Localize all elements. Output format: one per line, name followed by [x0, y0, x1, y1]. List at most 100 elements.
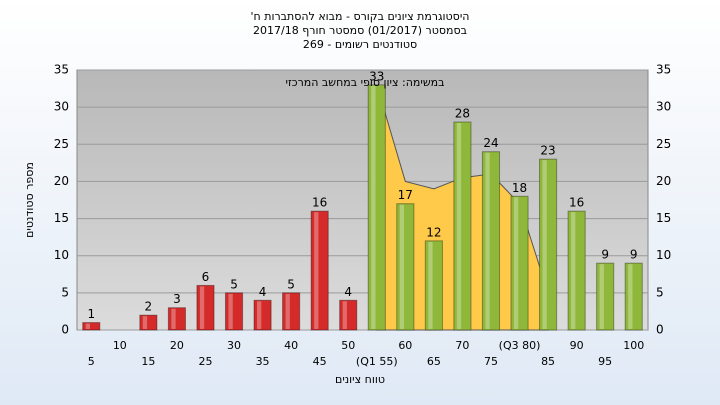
bar-highlight [171, 308, 176, 329]
bar-highlight [257, 301, 262, 329]
data-label: 1 [87, 307, 95, 321]
annotation: במשימה: ציון סופי במחשב המרכזי [285, 76, 444, 89]
y2-tick-label: 10 [656, 248, 671, 262]
chart-title: היסטוגרמת ציונים בקורס - מבוא להסתברות ח… [251, 10, 470, 23]
x-tick-label: 100 [623, 339, 644, 352]
bar-highlight [314, 212, 319, 329]
y-tick-label: 0 [61, 323, 69, 337]
data-label: 18 [512, 181, 527, 195]
bar-highlight [599, 264, 604, 329]
y-tick-label: 30 [54, 100, 69, 114]
bar [567, 210, 586, 331]
bar [139, 314, 158, 331]
bar-highlight [285, 293, 290, 329]
bar [224, 292, 244, 331]
bar-highlight [628, 264, 633, 329]
y2-tick-label: 0 [656, 323, 664, 337]
y2-tick-label: 25 [656, 137, 671, 151]
data-label: 2 [145, 300, 153, 314]
data-label: 16 [569, 196, 584, 210]
bar [624, 262, 643, 331]
bar-highlight [342, 301, 347, 329]
bar-highlight [485, 152, 490, 329]
x-axis-title: טווח ציונים [335, 373, 385, 386]
bar [282, 292, 301, 331]
x-tick-label: 15 [141, 355, 155, 368]
bar-highlight [199, 286, 205, 329]
bar-highlight [142, 316, 148, 329]
bar-highlight [399, 204, 405, 329]
y-tick-label: 5 [61, 285, 69, 299]
x-tick-label: 5 [88, 355, 95, 368]
y-tick-label: 15 [54, 211, 69, 225]
bar [339, 299, 358, 331]
data-label: 33 [369, 69, 384, 83]
bar [82, 322, 101, 331]
y-tick-label: 35 [54, 63, 69, 77]
bar-highlight [428, 241, 433, 329]
x-tick-label: 95 [598, 355, 612, 368]
data-label: 4 [259, 285, 267, 299]
y2-tick-label: 5 [656, 285, 664, 299]
x-tick-label: 60 [398, 339, 412, 352]
x-tick-label: 10 [113, 339, 127, 352]
data-label: 28 [455, 107, 470, 121]
bar-highlight [542, 160, 547, 329]
data-label: 9 [630, 248, 638, 262]
bar [481, 151, 501, 331]
y-tick-label: 10 [54, 248, 69, 262]
bar [539, 158, 558, 331]
x-tick-label: 40 [284, 339, 298, 352]
data-label: 9 [601, 248, 609, 262]
x-tick-label: 50 [341, 339, 355, 352]
x-tick-label: 75 [484, 355, 498, 368]
x-tick-label: 45 [313, 355, 327, 368]
data-label: 23 [540, 144, 555, 158]
x-tick-label: 20 [170, 339, 184, 352]
data-label: 24 [483, 136, 498, 150]
bar [453, 121, 472, 331]
data-label: 12 [426, 225, 441, 239]
bar-highlight [85, 323, 90, 329]
bar [253, 299, 272, 331]
bar-highlight [456, 123, 462, 329]
x-tick-label: 70 [455, 339, 469, 352]
plot-area [76, 69, 649, 331]
y-tick-label: 20 [54, 174, 69, 188]
x-tick-label: 35 [256, 355, 270, 368]
y2-tick-label: 30 [656, 100, 671, 114]
data-label: 4 [344, 285, 352, 299]
y-tick-label: 25 [54, 137, 69, 151]
x-tick-label: (Q3 80) [499, 339, 541, 352]
bar [367, 84, 386, 331]
y-axis-title: מספר סטודנטים [23, 162, 36, 238]
bar [424, 240, 443, 331]
data-label: 5 [287, 277, 295, 291]
data-label: 5 [230, 277, 238, 291]
bar [596, 262, 615, 331]
bar [510, 195, 529, 331]
chart-subtitle: בסמסטר (01/2017) סמסטר חורף 2017/18 [253, 24, 467, 37]
x-tick-label: 30 [227, 339, 241, 352]
bar-highlight [571, 212, 576, 329]
data-label: 3 [173, 292, 181, 306]
bar-highlight [228, 293, 233, 329]
x-tick-label: 90 [570, 339, 584, 352]
x-tick-label: 25 [198, 355, 212, 368]
chart-subtitle: סטודנטים רשומים - 269 [303, 38, 417, 51]
bar [167, 307, 186, 331]
data-label: 16 [312, 196, 327, 210]
y2-tick-label: 35 [656, 63, 671, 77]
bar-highlight [371, 85, 376, 329]
x-tick-label: (Q1 55) [356, 355, 398, 368]
bar [310, 210, 329, 331]
x-tick-label: 65 [427, 355, 441, 368]
data-label: 6 [202, 270, 210, 284]
x-tick-label: 85 [541, 355, 555, 368]
y2-tick-label: 15 [656, 211, 671, 225]
bar [396, 203, 415, 331]
y2-tick-label: 20 [656, 174, 671, 188]
bar [196, 284, 215, 331]
bar-highlight [513, 197, 519, 329]
